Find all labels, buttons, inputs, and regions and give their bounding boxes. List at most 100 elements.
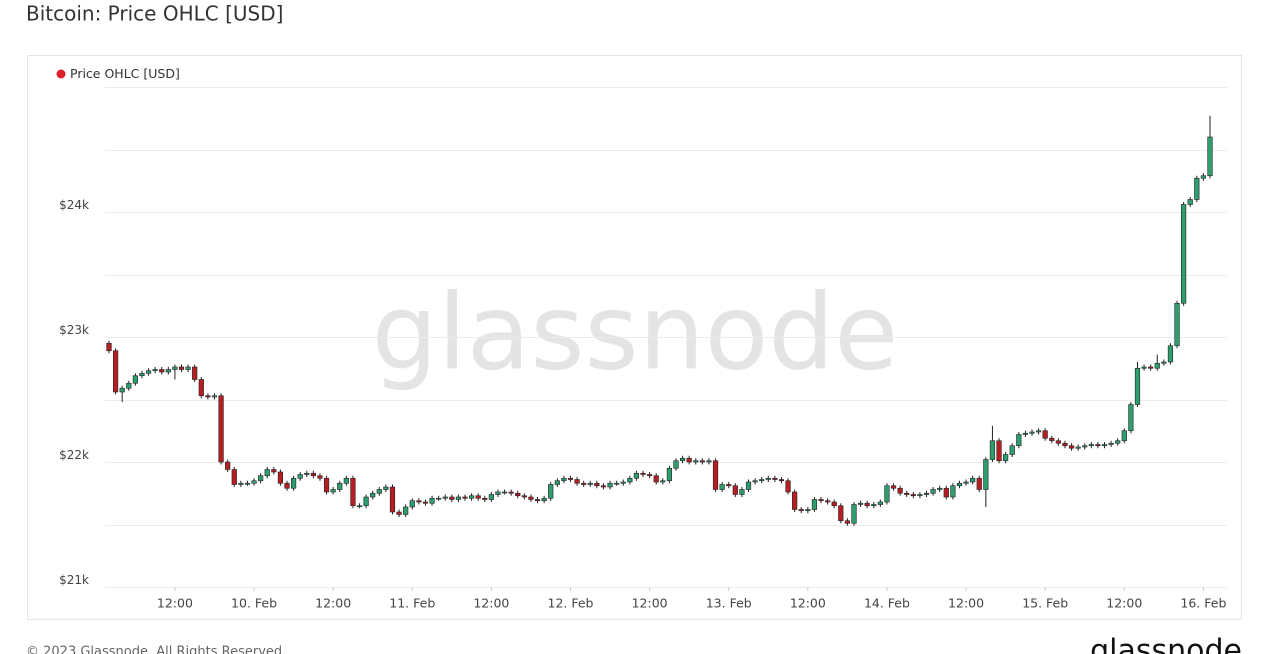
candle-body — [198, 379, 204, 397]
candle-body — [844, 520, 850, 524]
candle-body — [686, 457, 692, 463]
candle-body — [449, 496, 455, 500]
candle-body — [429, 497, 435, 504]
candle-body — [126, 382, 132, 389]
x-tick-label: 12:00 — [632, 596, 668, 611]
candle-body — [647, 474, 653, 477]
candle-body — [409, 500, 415, 508]
candle-body — [277, 471, 284, 484]
y-tick-label: $24k — [59, 198, 89, 212]
candle-body — [350, 477, 356, 507]
candle-body — [152, 369, 158, 372]
candle-body — [561, 477, 567, 482]
x-tick-label: 16. Feb — [1180, 596, 1226, 611]
candle-body — [218, 395, 224, 463]
candle-body — [792, 491, 798, 510]
candle-body — [178, 366, 185, 370]
candle-body — [726, 484, 732, 487]
y-tick-label: $22k — [59, 448, 89, 462]
candle-body — [403, 506, 409, 515]
candle-body — [1009, 445, 1015, 455]
candle-body — [172, 366, 178, 370]
candle-body — [970, 477, 976, 483]
candle-body — [983, 459, 989, 490]
chart-frame — [27, 55, 1242, 620]
candle-body — [139, 372, 145, 377]
candle-body — [699, 460, 705, 463]
candle-body — [462, 496, 468, 499]
candle-body — [205, 395, 211, 398]
candle-body — [501, 491, 508, 494]
candle-body — [356, 505, 363, 508]
candle-body — [1035, 430, 1042, 433]
candle-body — [290, 477, 297, 489]
candle-body — [884, 485, 890, 503]
candle-body — [1148, 366, 1154, 369]
candle-body — [752, 480, 758, 483]
candle-body — [244, 482, 251, 485]
logo: glassnode — [1090, 634, 1242, 654]
candle-body — [594, 482, 600, 487]
candle-body — [825, 500, 831, 503]
candle-body — [370, 492, 376, 498]
candle-body — [963, 481, 969, 484]
candle-body — [765, 477, 771, 480]
candle-body — [528, 496, 534, 500]
candle-body — [1181, 204, 1187, 304]
candle-body — [633, 472, 640, 479]
candle-body — [732, 485, 738, 495]
candle-body — [396, 511, 402, 515]
candle-body — [950, 485, 956, 498]
candle-body — [422, 501, 429, 504]
candle-body — [185, 366, 191, 370]
candle-body — [811, 499, 818, 510]
candle-body — [1095, 444, 1101, 447]
candle-body — [706, 460, 712, 463]
candle-body — [258, 475, 264, 482]
x-tick-label: 12:00 — [315, 596, 351, 611]
candle-body — [1154, 362, 1160, 369]
candle-body — [712, 460, 719, 490]
candle-body — [871, 504, 877, 507]
candle-body — [1174, 302, 1180, 347]
candle-body — [1115, 440, 1121, 444]
candle-body — [567, 477, 574, 480]
candle-body — [297, 474, 303, 479]
footer: © 2023 Glassnode. All Rights Reserved. — [26, 645, 286, 654]
candle-body — [1121, 430, 1127, 442]
candle-body — [495, 491, 501, 495]
candle-body — [1068, 445, 1075, 449]
candle-body — [330, 489, 336, 493]
candle-body — [1055, 440, 1061, 444]
candle-body — [838, 505, 844, 522]
candle-body — [785, 480, 791, 493]
candle-body — [943, 487, 949, 498]
candle-body — [317, 475, 323, 479]
chart-title: Bitcoin: Price OHLC [USD] — [26, 2, 283, 26]
candle-body — [587, 482, 593, 485]
candle-body — [640, 472, 646, 475]
candle-body — [192, 366, 198, 380]
candle-body — [1187, 199, 1193, 205]
x-tick-label: 12:00 — [1106, 596, 1142, 611]
candle-body — [989, 440, 996, 460]
candle-body — [666, 467, 672, 482]
candle-body — [1167, 345, 1174, 363]
candle-body — [614, 482, 620, 485]
candle-body — [231, 469, 237, 485]
candle-body — [923, 492, 930, 495]
candle-body — [574, 479, 580, 484]
candle-body — [238, 482, 244, 485]
candle-body — [211, 395, 218, 398]
candle-body — [554, 480, 560, 485]
candle-body — [1161, 361, 1167, 364]
candle-body — [541, 497, 547, 502]
candle-body — [772, 477, 778, 480]
candle-body — [264, 469, 270, 477]
candle-body — [759, 479, 765, 482]
candle-body — [653, 475, 659, 483]
x-tick-label: 11. Feb — [389, 596, 435, 611]
candle-body — [469, 495, 475, 499]
legend-label: Price OHLC [USD] — [70, 66, 180, 81]
